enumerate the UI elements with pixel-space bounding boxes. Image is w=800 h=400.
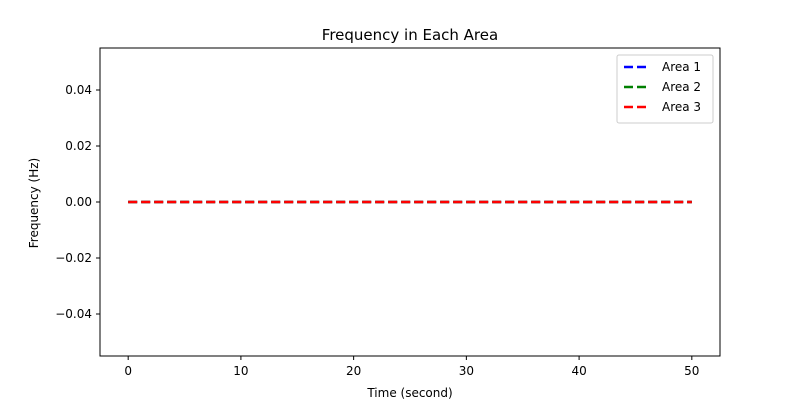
x-tick-label: 10 — [233, 364, 248, 378]
y-tick-label: 0.00 — [65, 195, 92, 209]
y-tick-label: −0.02 — [55, 251, 92, 265]
legend: Area 1 Area 2 Area 3 — [616, 54, 714, 124]
x-axis-ticks: 0 10 20 30 40 50 — [124, 356, 699, 378]
x-tick-label: 40 — [571, 364, 586, 378]
legend-label: Area 3 — [662, 100, 701, 114]
x-axis-label: Time (second) — [366, 386, 452, 400]
x-tick-label: 50 — [684, 364, 699, 378]
y-tick-label: −0.04 — [55, 307, 92, 321]
legend-label: Area 2 — [662, 80, 701, 94]
y-axis-ticks: 0.04 0.02 0.00 −0.02 −0.04 — [55, 83, 100, 321]
x-tick-label: 20 — [346, 364, 361, 378]
x-tick-label: 0 — [124, 364, 132, 378]
x-tick-label: 30 — [459, 364, 474, 378]
legend-label: Area 1 — [662, 60, 701, 74]
chart-title: Frequency in Each Area — [322, 26, 498, 44]
y-axis-label: Frequency (Hz) — [27, 158, 41, 249]
y-tick-label: 0.02 — [65, 139, 92, 153]
y-tick-label: 0.04 — [65, 83, 92, 97]
